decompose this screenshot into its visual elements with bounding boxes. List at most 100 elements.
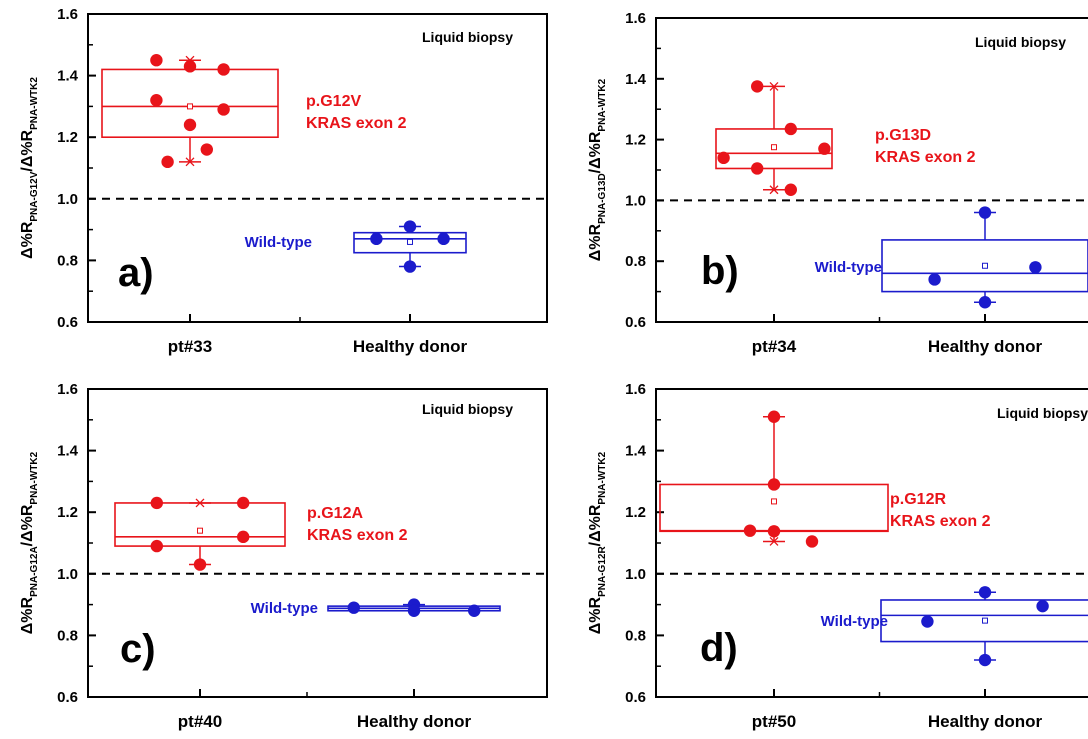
- minmax-marker: [769, 81, 779, 91]
- liquid-biopsy-label: Liquid biopsy: [422, 29, 513, 45]
- mutation-label: p.G12R: [890, 491, 946, 508]
- y-label-main: Δ%R: [587, 223, 604, 261]
- wildtype-series: [327, 598, 501, 617]
- y-label-subscript: PNA-G13D: [597, 173, 608, 224]
- y-label-subscript: PNA-WTK2: [29, 451, 40, 504]
- data-point: [183, 118, 197, 132]
- y-tick-label: 1.2: [57, 504, 78, 521]
- mutation-label: p.G12A: [307, 505, 363, 522]
- box: [114, 502, 286, 547]
- mean-marker: [771, 498, 777, 505]
- data-point: [347, 601, 360, 614]
- exon-label: KRAS exon 2: [875, 149, 976, 166]
- y-tick-label: 1.2: [625, 132, 646, 149]
- panel-c: 0.60.81.01.21.41.6pt#40 Healthy donorΔ%RP…: [19, 381, 548, 731]
- exon-label: KRAS exon 2: [306, 115, 407, 132]
- y-tick-label: 1.6: [57, 6, 78, 23]
- panel-letter: c): [120, 627, 156, 671]
- data-point: [805, 535, 819, 548]
- panel-b: 0.6 0.8 1.0 1.2 1.4 1.6 pt#34 Healthy donor Δ%RP…: [587, 10, 1088, 356]
- mean-marker: [197, 527, 203, 534]
- mean-marker: [187, 103, 193, 110]
- exon-label: KRAS exon 2: [890, 513, 991, 530]
- data-point: [978, 206, 992, 219]
- data-point: [217, 103, 230, 116]
- y-axis-label: Δ%RPNA-G12R/Δ%RPNA-WTK2: [587, 451, 608, 634]
- wildtype-label: Wild-type: [821, 613, 888, 630]
- y-tick-label: 1.4: [57, 68, 79, 85]
- data-point: [1029, 261, 1042, 274]
- data-point: [237, 530, 250, 544]
- data-point: [200, 143, 213, 156]
- data-point: [751, 80, 764, 93]
- x-category-label: Healthy donor: [353, 337, 468, 356]
- liquid-biopsy-label: Liquid biopsy: [422, 401, 513, 417]
- panel-letter: a): [118, 251, 154, 295]
- x-category-label: pt#50: [752, 712, 796, 731]
- y-tick-label: 1.2: [57, 129, 78, 146]
- y-label-subscript: PNA-G12A: [29, 546, 40, 597]
- y-tick-label: 1.0: [625, 192, 646, 209]
- data-point: [403, 260, 417, 273]
- y-tick-label: 0.8: [625, 253, 646, 270]
- y-label-main: Δ%R: [19, 596, 36, 634]
- y-label-separator: /Δ%R: [19, 129, 36, 171]
- data-point: [784, 183, 797, 196]
- x-category-label: pt#33: [168, 337, 212, 356]
- y-tick-label: 0.8: [57, 252, 78, 269]
- y-tick-label: 1.6: [57, 381, 78, 398]
- y-tick-label: 0.6: [57, 689, 78, 706]
- x-category-label: Healthy donor: [928, 712, 1043, 731]
- y-label-subscript: PNA-G12V: [29, 171, 40, 221]
- y-label-subscript: PNA-G12R: [597, 546, 608, 597]
- mean-marker: [771, 144, 777, 151]
- data-point: [237, 496, 250, 510]
- box: [881, 239, 1088, 293]
- data-point: [978, 586, 992, 599]
- x-category-label: pt#34: [752, 337, 797, 356]
- mutant-series: [101, 54, 279, 169]
- data-point: [978, 653, 992, 667]
- mutant-series: [715, 80, 833, 196]
- y-label-separator: /Δ%R: [587, 504, 604, 546]
- y-label-main: Δ%R: [19, 221, 36, 259]
- y-label-main: Δ%R: [587, 596, 604, 634]
- mutation-label: p.G12V: [306, 93, 361, 110]
- y-tick-label: 1.0: [57, 566, 78, 583]
- data-point: [767, 525, 781, 538]
- y-axis-label: Δ%RPNA-G13D/Δ%RPNA-WTK2: [587, 78, 608, 261]
- wildtype-series: [880, 586, 1088, 667]
- data-point: [183, 60, 197, 73]
- wildtype-label: Wild-type: [245, 234, 312, 251]
- y-label-subscript: PNA-WTK2: [29, 77, 40, 130]
- panel-a: 0.60.81.01.21.41.6pt#33 Healthy donorΔ%RP…: [19, 6, 548, 356]
- box: [715, 128, 833, 170]
- mean-marker: [982, 617, 988, 624]
- data-point: [150, 496, 163, 510]
- data-point: [407, 604, 421, 617]
- data-point: [403, 220, 417, 233]
- x-category-label: Healthy donor: [928, 337, 1043, 356]
- data-point: [150, 94, 163, 107]
- panel-letter: d): [700, 626, 738, 670]
- y-tick-label: 0.6: [625, 689, 646, 706]
- y-tick-label: 1.4: [625, 71, 647, 88]
- data-point: [767, 410, 781, 423]
- x-category-label: pt#40: [178, 712, 222, 731]
- data-point: [818, 142, 831, 155]
- data-point: [370, 232, 383, 246]
- y-tick-label: 1.6: [625, 10, 646, 27]
- mean-marker: [982, 262, 988, 269]
- data-point: [921, 615, 934, 628]
- y-axis-label: Δ%RPNA-G12A/Δ%RPNA-WTK2: [19, 451, 40, 634]
- y-tick-label: 0.6: [625, 314, 646, 331]
- y-tick-label: 1.4: [625, 443, 647, 460]
- mutant-series: [114, 496, 286, 571]
- panel-letter: b): [701, 249, 739, 293]
- minmax-marker: [185, 157, 195, 167]
- exon-label: KRAS exon 2: [307, 527, 408, 544]
- x-category-label: Healthy donor: [357, 712, 472, 731]
- y-label-subscript: PNA-WTK2: [597, 451, 608, 504]
